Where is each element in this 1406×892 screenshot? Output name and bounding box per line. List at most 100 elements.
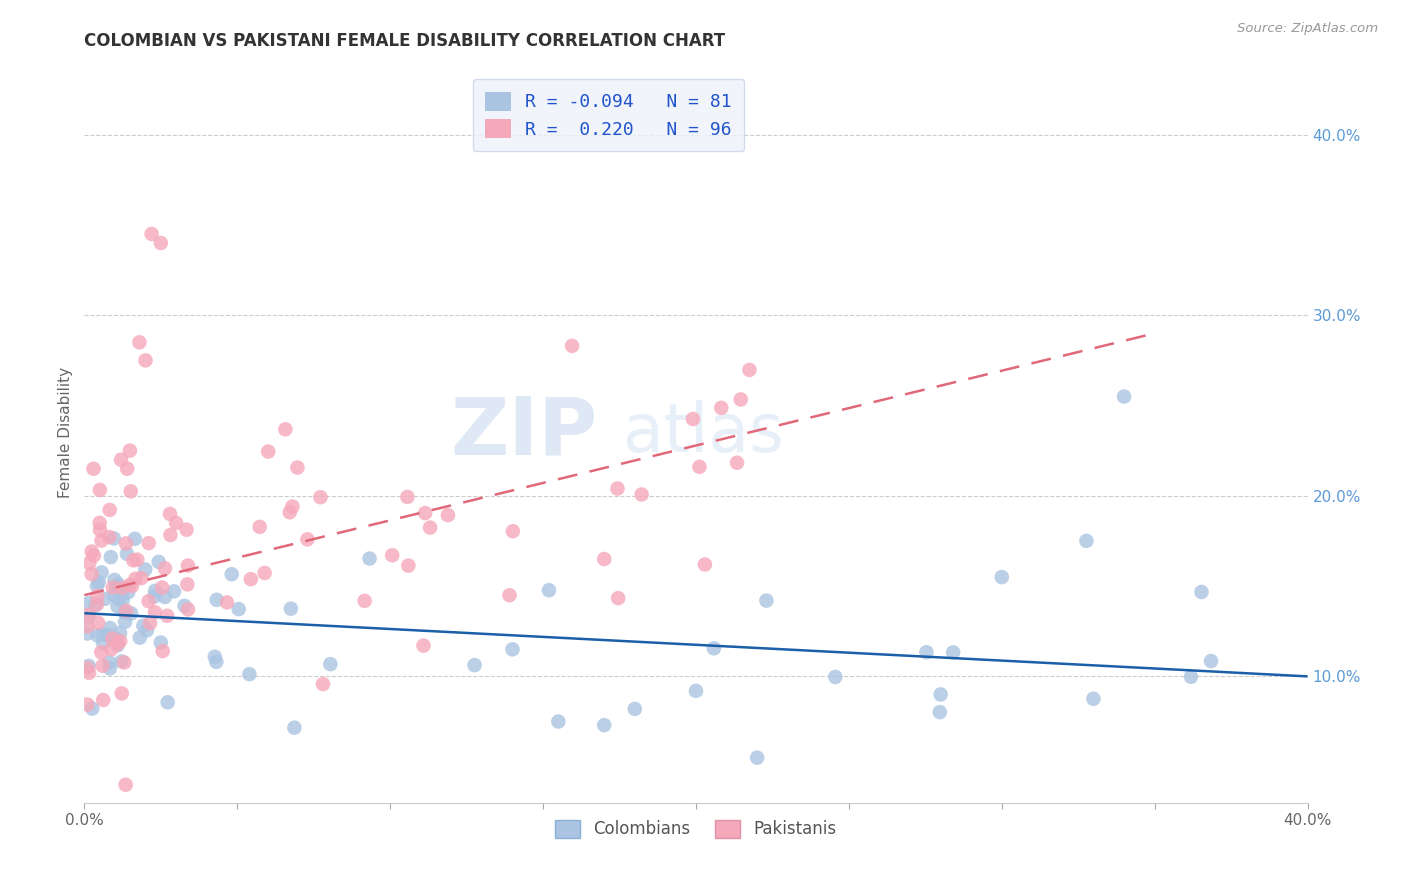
Point — [281, 500, 304, 514]
Point — [89, 516, 111, 530]
Point — [77, 607, 100, 622]
Point — [437, 508, 460, 523]
Point — [143, 605, 166, 619]
Point — [176, 523, 198, 537]
Point — [177, 558, 200, 573]
Point — [114, 615, 136, 629]
Point — [730, 392, 752, 407]
Point — [419, 520, 441, 534]
Point — [120, 484, 142, 499]
Point — [755, 593, 778, 607]
Point — [103, 573, 125, 587]
Point — [561, 339, 583, 353]
Point — [173, 599, 195, 613]
Point — [297, 533, 319, 547]
Point — [607, 591, 630, 606]
Point — [1083, 691, 1105, 706]
Point — [86, 579, 108, 593]
Point — [149, 235, 172, 250]
Point — [100, 642, 122, 657]
Point — [83, 549, 105, 563]
Point — [98, 503, 121, 517]
Point — [141, 227, 163, 241]
Point — [79, 556, 101, 570]
Point — [107, 638, 129, 652]
Point — [105, 637, 128, 651]
Point — [115, 604, 138, 618]
Point — [624, 702, 647, 716]
Point — [111, 583, 134, 598]
Point — [127, 552, 149, 566]
Point — [104, 632, 127, 646]
Point — [117, 585, 139, 599]
Point — [110, 654, 132, 668]
Point — [87, 575, 110, 590]
Point — [278, 505, 301, 519]
Point — [630, 487, 652, 501]
Point — [228, 602, 250, 616]
Point — [98, 621, 121, 635]
Point — [287, 460, 309, 475]
Point — [108, 592, 131, 607]
Point — [91, 636, 114, 650]
Point — [1076, 533, 1098, 548]
Point — [115, 547, 138, 561]
Point — [118, 443, 141, 458]
Point — [98, 661, 121, 675]
Point — [139, 616, 162, 631]
Point — [91, 658, 114, 673]
Point — [128, 631, 150, 645]
Point — [107, 599, 129, 614]
Point — [156, 695, 179, 709]
Point — [413, 506, 436, 520]
Point — [239, 572, 262, 586]
Point — [703, 641, 725, 656]
Point — [132, 619, 155, 633]
Point — [177, 602, 200, 616]
Point — [112, 656, 135, 670]
Point — [253, 566, 276, 580]
Point — [359, 551, 381, 566]
Point — [108, 626, 131, 640]
Text: ZIP: ZIP — [451, 393, 598, 472]
Point — [688, 459, 710, 474]
Point — [205, 592, 228, 607]
Point — [1180, 670, 1202, 684]
Point — [396, 558, 419, 573]
Point — [381, 548, 404, 562]
Point — [738, 363, 761, 377]
Point — [90, 533, 112, 548]
Point — [97, 628, 120, 642]
Point — [283, 721, 305, 735]
Point — [103, 532, 125, 546]
Point — [134, 562, 156, 576]
Point — [464, 658, 486, 673]
Point — [537, 583, 560, 598]
Text: Source: ZipAtlas.com: Source: ZipAtlas.com — [1237, 22, 1378, 36]
Point — [107, 577, 129, 591]
Point — [124, 572, 146, 586]
Point — [90, 566, 112, 580]
Point — [319, 657, 342, 672]
Point — [122, 553, 145, 567]
Point — [353, 594, 375, 608]
Point — [1191, 585, 1213, 599]
Point — [153, 590, 176, 604]
Point — [124, 532, 146, 546]
Point — [138, 536, 160, 550]
Point — [593, 552, 616, 566]
Point — [136, 624, 159, 638]
Point — [929, 688, 952, 702]
Point — [143, 583, 166, 598]
Point — [824, 670, 846, 684]
Point — [111, 593, 134, 607]
Point — [915, 645, 938, 659]
Point — [502, 642, 524, 657]
Point — [114, 605, 136, 619]
Point — [412, 639, 434, 653]
Point — [86, 628, 108, 642]
Point — [143, 590, 166, 604]
Point — [159, 528, 181, 542]
Point — [77, 596, 100, 610]
Point — [249, 520, 271, 534]
